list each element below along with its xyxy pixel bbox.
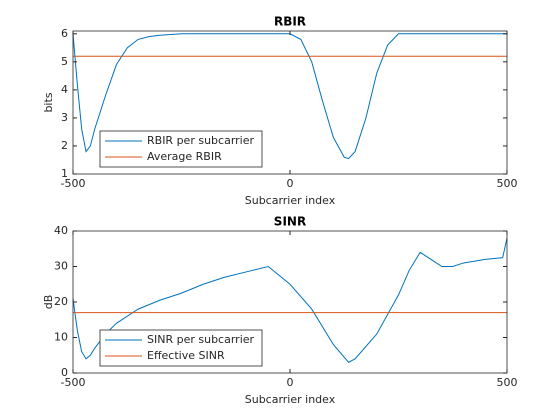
legend-label: RBIR per subcarrier (147, 134, 254, 147)
y-tick-label: 3 (61, 111, 68, 124)
y-tick-label: 10 (54, 331, 68, 344)
data-line (72, 33, 507, 160)
x-tick-label: 500 (497, 376, 518, 389)
x-tick-label: 0 (287, 376, 294, 389)
y-axis-label: dB (42, 295, 55, 310)
chart-title: SINR (274, 215, 306, 229)
x-tick-label: -500 (61, 177, 86, 190)
x-axis-label: Subcarrier index (245, 194, 336, 207)
x-tick-label: -500 (61, 376, 86, 389)
y-tick-label: 1 (61, 167, 68, 180)
y-axis-label: bits (42, 92, 55, 112)
y-tick-label: 4 (61, 83, 68, 96)
data-line (72, 237, 508, 363)
legend-label: SINR per subcarrier (147, 333, 255, 346)
chart-title: RBIR (274, 15, 306, 29)
legend-label: Effective SINR (147, 349, 225, 362)
y-tick-label: 0 (61, 366, 68, 379)
legend-label: Average RBIR (147, 150, 222, 163)
y-tick-label: 5 (61, 55, 68, 68)
y-tick-label: 6 (61, 27, 68, 40)
x-axis-label: Subcarrier index (245, 393, 336, 406)
legend-box (99, 329, 263, 367)
y-tick-label: 30 (54, 260, 68, 273)
x-tick-label: 500 (497, 177, 518, 190)
y-tick-label: 2 (61, 139, 68, 152)
y-tick-label: 40 (54, 224, 68, 237)
x-tick-label: 0 (287, 177, 294, 190)
y-tick-label: 20 (54, 295, 68, 308)
legend-box (99, 130, 263, 168)
